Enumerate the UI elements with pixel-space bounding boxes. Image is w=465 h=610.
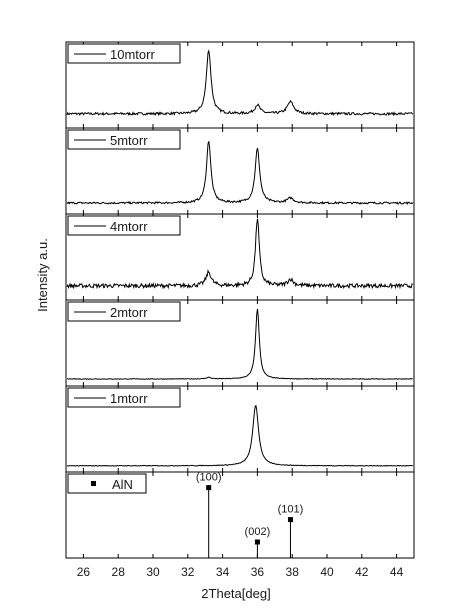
y-axis-title: Intensity a.u.: [35, 238, 50, 312]
reference-marker: [206, 485, 212, 491]
x-tick-label: 26: [77, 565, 91, 579]
legend: 2mtorr: [67, 301, 181, 322]
panel-4mtorr: 4mtorr: [65, 213, 415, 301]
legend-label: 2mtorr: [110, 305, 148, 320]
x-tick-label: 44: [390, 565, 404, 579]
legend-box: [67, 43, 181, 64]
x-tick-label: 40: [320, 565, 334, 579]
legend: 10mtorr: [67, 43, 181, 64]
reference-marker: [287, 517, 293, 523]
legend-label: AlN: [112, 477, 133, 492]
x-tick-label: 38: [286, 565, 300, 579]
x-tick-label: 28: [112, 565, 126, 579]
panel-stack: 10mtorr 5mtorr 4mtorr 2mtorr 1mtorr AlN (100) (…: [65, 41, 415, 559]
panel-frame: [65, 471, 415, 559]
x-tick-labels: 26 28 30 32 34 36 38 40 42 44: [77, 565, 404, 579]
series-line-10mtorr: [66, 49, 414, 117]
series-line-1mtorr: [66, 405, 413, 467]
x-axis-title: 2Theta[deg]: [201, 586, 270, 601]
x-tick-label: 36: [251, 565, 265, 579]
legend-box: [67, 387, 181, 408]
legend-box: [67, 301, 181, 322]
panel-1mtorr: 1mtorr: [65, 385, 415, 473]
series-line-5mtorr: [66, 141, 414, 205]
legend: 5mtorr: [67, 129, 181, 150]
legend: 4mtorr: [67, 215, 181, 236]
x-tick-label: 42: [355, 565, 369, 579]
legend-box: [67, 473, 147, 494]
reference-marker: [254, 539, 260, 545]
panel-5mtorr: 5mtorr: [65, 127, 415, 215]
panel-reference: AlN (100) (002) (101): [65, 471, 415, 559]
reference-label: (101): [278, 504, 304, 516]
x-tick-label: 32: [181, 565, 195, 579]
legend-box: [67, 129, 181, 150]
legend-label: 5mtorr: [110, 133, 148, 148]
legend-label: 10mtorr: [110, 47, 155, 62]
legend-label: 4mtorr: [110, 219, 148, 234]
series-line-2mtorr: [66, 308, 413, 380]
panel-10mtorr: 10mtorr: [65, 41, 415, 129]
legend: AlN: [67, 473, 147, 494]
x-tick-label: 34: [216, 565, 230, 579]
legend: 1mtorr: [67, 387, 181, 408]
panel-2mtorr: 2mtorr: [65, 299, 415, 387]
legend-label: 1mtorr: [110, 391, 148, 406]
reference-label: (002): [245, 526, 271, 538]
legend-marker: [91, 481, 96, 486]
reference-label: (100): [196, 472, 222, 484]
legend-box: [67, 215, 181, 236]
x-tick-label: 30: [146, 565, 160, 579]
series-line-4mtorr: [66, 218, 414, 290]
